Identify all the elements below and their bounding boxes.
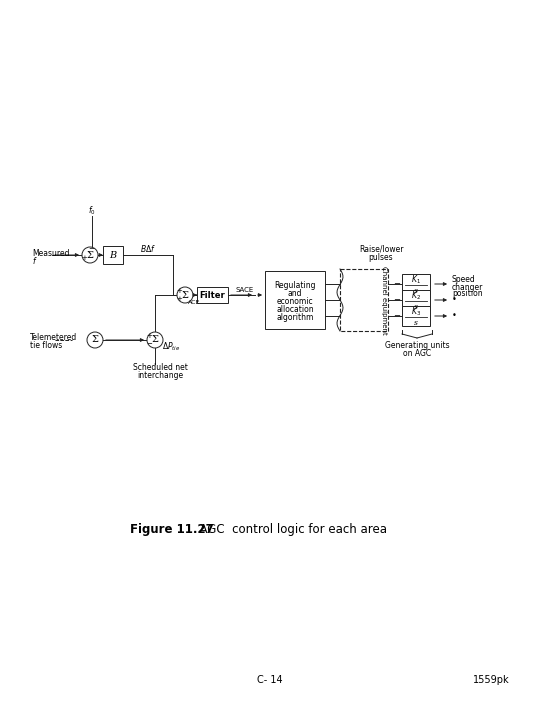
Bar <box>402 306 430 326</box>
Bar <box>265 271 325 329</box>
Text: pulses: pulses <box>369 253 393 261</box>
Bar <box>340 269 388 331</box>
Text: $K_2$: $K_2$ <box>411 289 421 302</box>
Text: economic: economic <box>276 297 313 307</box>
Text: tie flows: tie flows <box>30 341 62 349</box>
Text: Figure 11.27: Figure 11.27 <box>130 523 214 536</box>
Text: and: and <box>288 289 302 299</box>
Circle shape <box>87 332 103 348</box>
Text: C- 14: C- 14 <box>257 675 283 685</box>
Text: −: − <box>146 341 152 347</box>
Text: 1559pk: 1559pk <box>474 675 510 685</box>
Text: Measured: Measured <box>32 248 70 258</box>
Circle shape <box>147 332 163 348</box>
Bar <box>402 274 430 294</box>
Text: Raise/lower: Raise/lower <box>359 245 403 253</box>
Text: Filter: Filter <box>200 290 225 300</box>
Text: AGC  control logic for each area: AGC control logic for each area <box>192 523 387 536</box>
Text: s: s <box>414 319 418 327</box>
Text: f: f <box>32 256 35 266</box>
Text: +: + <box>176 296 182 302</box>
Text: B: B <box>110 251 117 259</box>
Text: −: − <box>394 312 401 320</box>
Text: −: − <box>88 246 94 252</box>
Bar <box>402 290 430 310</box>
Text: Speed: Speed <box>452 276 476 284</box>
Text: •: • <box>452 295 457 305</box>
Bar <box>197 287 228 303</box>
Text: on AGC: on AGC <box>403 349 431 359</box>
Text: Σ: Σ <box>92 336 98 344</box>
Text: $\Delta P_{tie}$: $\Delta P_{tie}$ <box>162 341 180 354</box>
Text: SACE: SACE <box>235 287 254 293</box>
Text: Σ: Σ <box>152 336 158 344</box>
Bar <box>103 246 123 264</box>
Text: Regulating: Regulating <box>274 282 316 290</box>
Text: ACE: ACE <box>188 300 200 305</box>
Text: $K_1$: $K_1$ <box>411 274 421 287</box>
Text: +: + <box>146 333 152 339</box>
Text: Σ: Σ <box>181 290 188 300</box>
Text: allocation: allocation <box>276 305 314 315</box>
Text: •: • <box>452 312 457 320</box>
Text: Σ: Σ <box>86 251 93 259</box>
Text: Generating units: Generating units <box>384 341 449 351</box>
Text: Scheduled net: Scheduled net <box>132 362 187 372</box>
Text: −: − <box>394 279 401 289</box>
Text: algorithm: algorithm <box>276 313 314 323</box>
Text: +: + <box>176 288 182 294</box>
Text: $K_3$: $K_3$ <box>411 306 421 318</box>
Circle shape <box>82 247 98 263</box>
Text: $f_0$: $f_0$ <box>88 204 96 217</box>
Text: position: position <box>452 289 483 299</box>
Text: Channel equipment: Channel equipment <box>381 266 387 334</box>
Text: changer: changer <box>452 282 483 292</box>
Text: interchange: interchange <box>137 371 183 379</box>
Text: s: s <box>414 287 418 295</box>
Text: +: + <box>81 255 87 261</box>
Circle shape <box>177 287 193 303</box>
Text: Telemetered: Telemetered <box>30 333 77 341</box>
Text: $B\Delta f$: $B\Delta f$ <box>140 243 156 254</box>
Text: Figure 11.27  AGC  control logic for each area: Figure 11.27 AGC control logic for each … <box>130 523 399 536</box>
Text: s: s <box>414 303 418 311</box>
Text: −: − <box>394 295 401 305</box>
